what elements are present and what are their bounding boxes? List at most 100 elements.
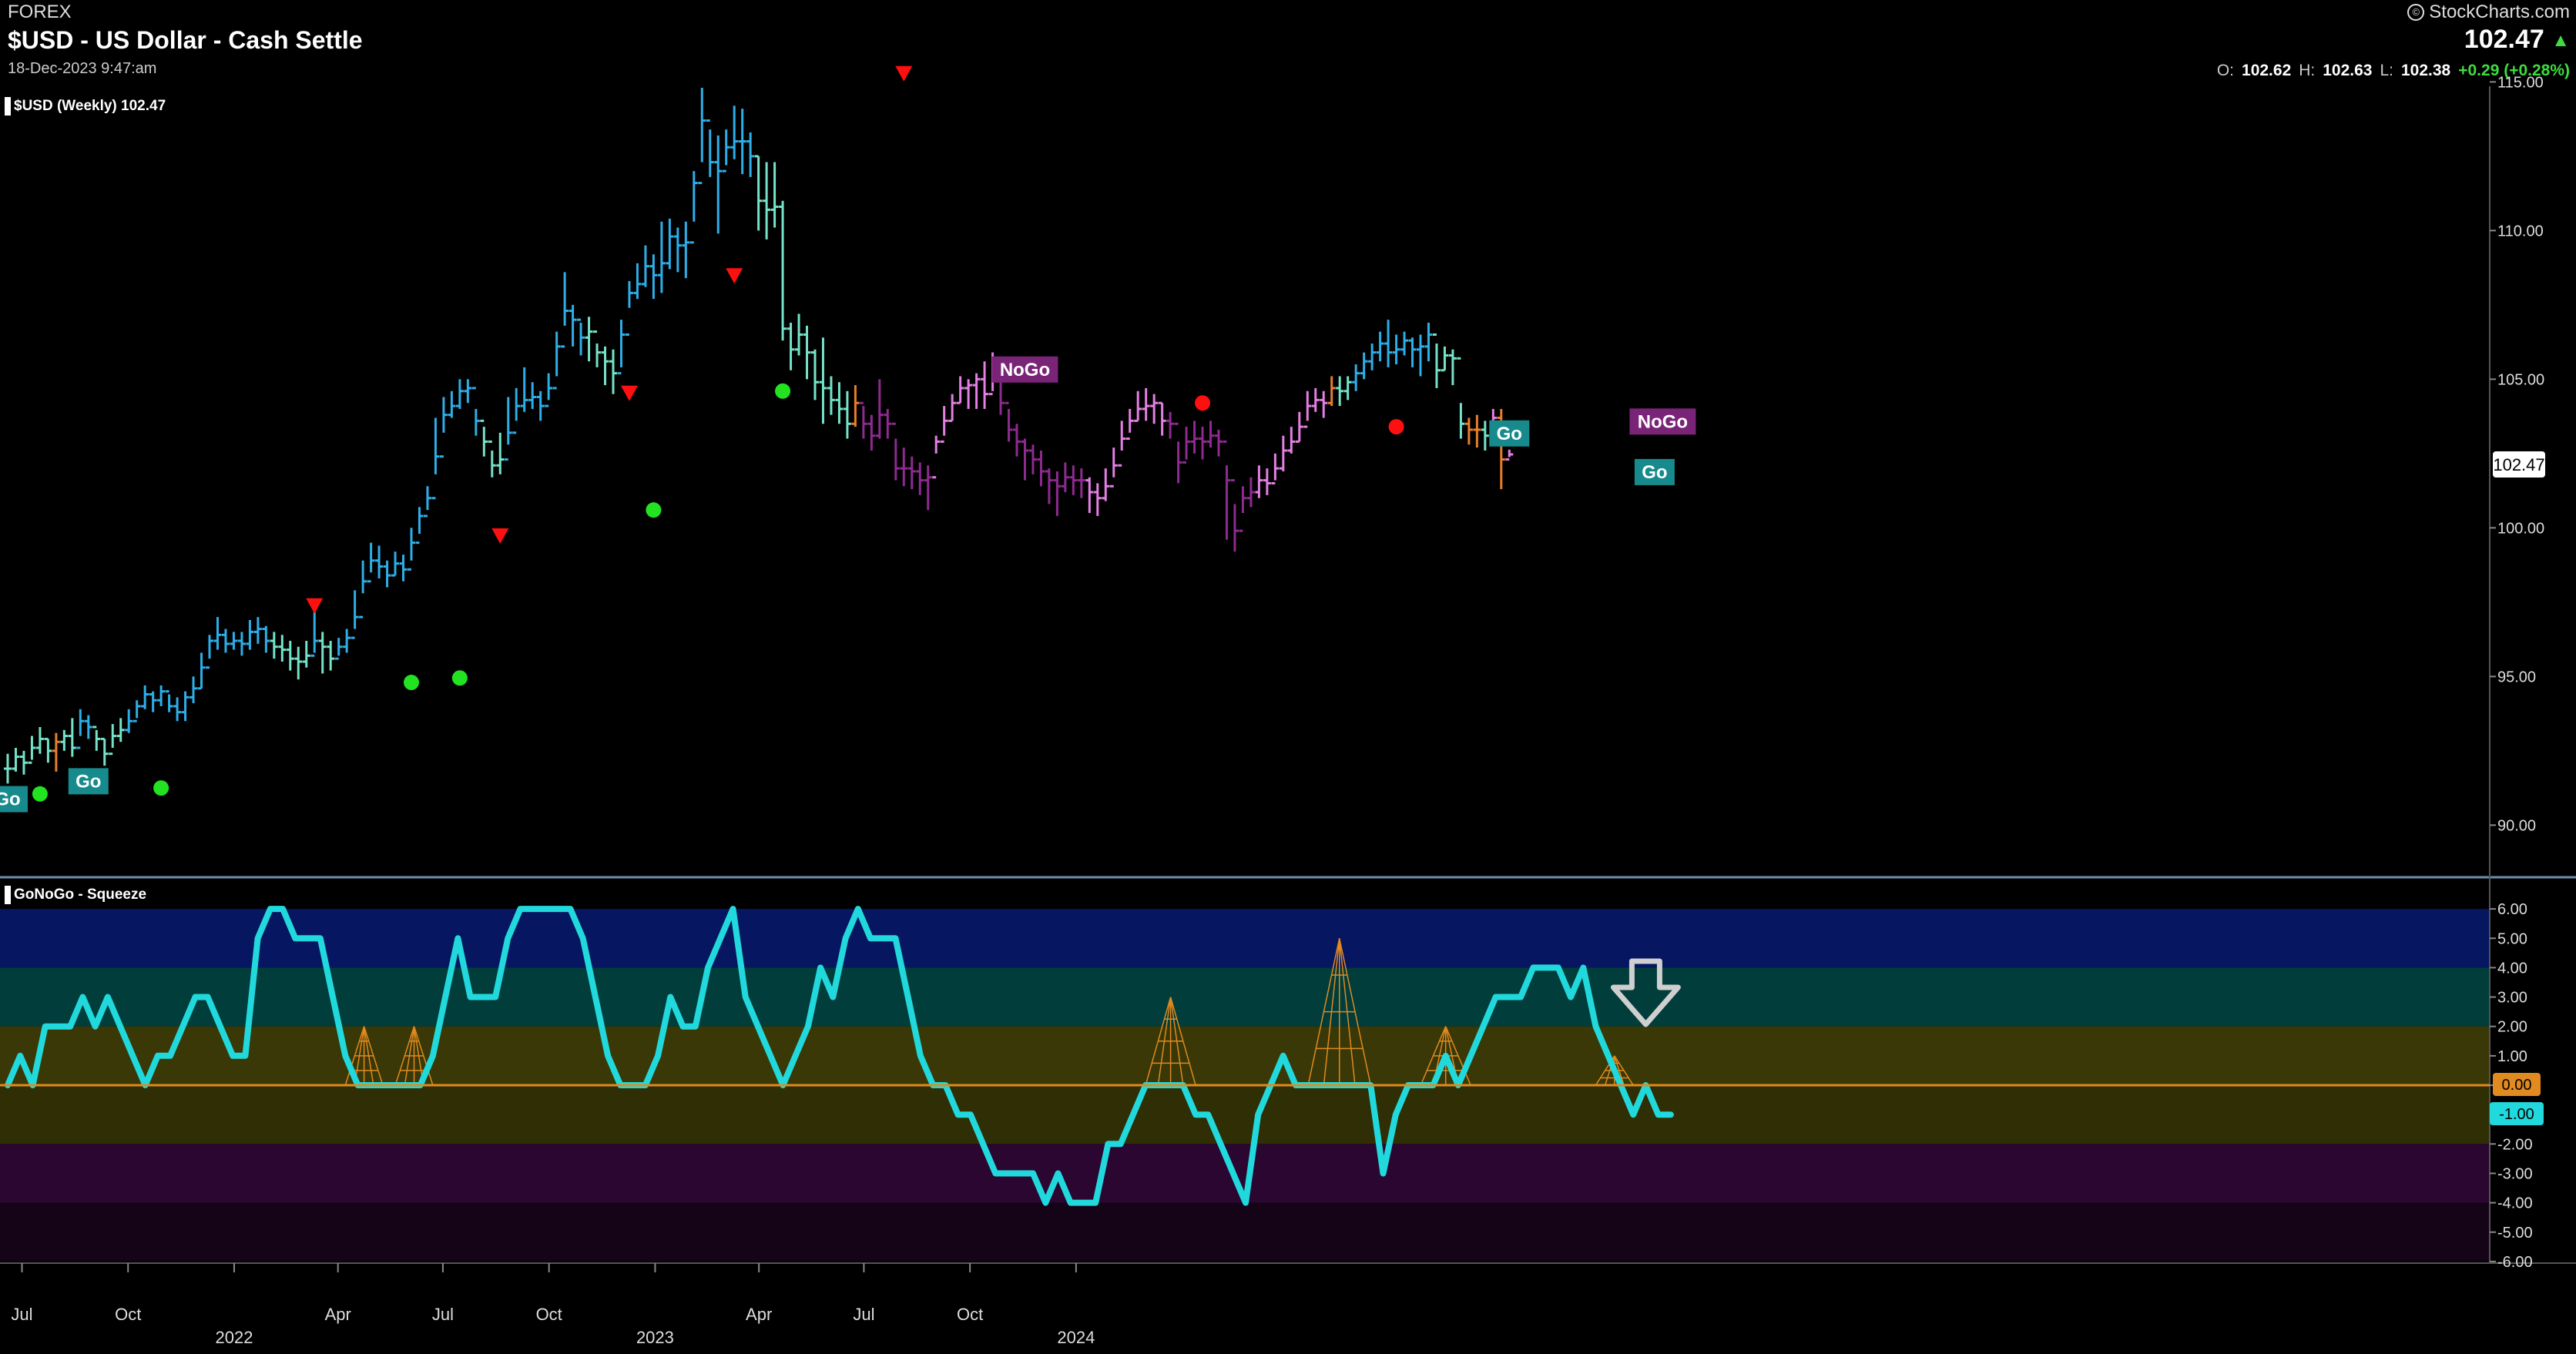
price-bar: [585, 317, 593, 362]
price-bar: [1441, 346, 1449, 372]
price-bar: [1392, 334, 1400, 365]
price-bar: [698, 88, 706, 185]
price-bar: [1295, 411, 1303, 443]
price-bar: [125, 709, 133, 733]
price-tick-label: 90.00: [2497, 817, 2536, 834]
price-bar: [1368, 344, 1377, 370]
price-bar: [625, 280, 633, 336]
price-bar: [1279, 435, 1287, 472]
label-text: Go: [0, 789, 21, 810]
last-price-tag: [2493, 451, 2545, 478]
squeeze-tick-label: -4.00: [2497, 1195, 2533, 1212]
label-box: [1489, 420, 1530, 447]
price-bar: [1215, 429, 1223, 457]
price-bar: [932, 435, 941, 479]
price-bar: [1287, 427, 1296, 454]
price-bar: [464, 379, 472, 404]
brand[interactable]: © StockCharts.com: [2407, 2, 2570, 23]
price-bar: [512, 387, 521, 434]
price-bar: [383, 560, 391, 588]
grid-ray: [363, 1026, 384, 1086]
price-bar: [1021, 438, 1029, 481]
grid-ray: [1323, 938, 1340, 1086]
nogo-triangle: [726, 268, 743, 284]
price-bar: [1142, 387, 1150, 421]
go-label: Go: [1634, 458, 1675, 485]
price-bar: [851, 385, 860, 427]
grid-ray: [1445, 1026, 1471, 1086]
squeeze-tick-label: 2.00: [2497, 1019, 2527, 1036]
price-bar: [157, 685, 166, 706]
price-bar: [859, 401, 867, 439]
price-bar: [1505, 449, 1514, 461]
price-bar: [1473, 414, 1481, 448]
exchange-label: FOREX: [8, 2, 72, 22]
price-bar: [811, 349, 819, 401]
price-tick-label: 100.00: [2497, 520, 2544, 537]
price-bar: [924, 465, 932, 511]
grid-ray: [1338, 938, 1356, 1086]
price-bar: [1376, 331, 1384, 362]
price-bar: [92, 726, 101, 751]
label-box: [1629, 408, 1696, 435]
price-bar: [455, 379, 464, 409]
price-bar: [569, 304, 577, 347]
go-dot: [451, 670, 468, 686]
price-bar: [141, 685, 149, 709]
squeeze-tick-label: 6.00: [2497, 901, 2527, 918]
label-text: Go: [75, 771, 101, 792]
price-bar: [1199, 427, 1207, 460]
price-bar: [270, 632, 278, 659]
squeeze-bands: [0, 909, 2490, 1262]
price-bar: [1448, 349, 1457, 386]
price-bar: [237, 632, 246, 656]
price-bar: [52, 732, 60, 772]
grid-ray: [1614, 1055, 1625, 1086]
squeeze-legend: GoNoGo - Squeeze: [14, 886, 146, 903]
go-dot: [646, 502, 662, 518]
price-bar: [1118, 421, 1126, 467]
price-tick-label: 110.00: [2497, 223, 2544, 240]
price-bar: [1158, 401, 1166, 436]
go-dot: [153, 780, 169, 796]
price-bar: [132, 700, 141, 722]
price-bar: [35, 726, 44, 754]
price-bar: [1424, 323, 1433, 362]
x-tick-label: 2023: [636, 1328, 674, 1347]
price-bar: [1028, 444, 1037, 474]
price-bar: [706, 119, 714, 177]
price-bar: [375, 545, 384, 578]
price-bar: [1481, 421, 1489, 451]
price-bar: [1263, 468, 1271, 495]
nogo-triangle: [306, 598, 324, 614]
price-bar: [1352, 364, 1360, 391]
price-bar: [1013, 424, 1021, 457]
price-bar: [19, 750, 28, 775]
price-bar: [1320, 390, 1328, 418]
price-bar: [1061, 462, 1069, 493]
label-text: Go: [1497, 424, 1522, 444]
label-box: [1634, 458, 1675, 485]
up-triangle-icon: ▲: [2551, 30, 2570, 52]
price-bar: [44, 737, 52, 763]
nogo-triangle: [895, 65, 913, 82]
price-bar: [496, 432, 505, 474]
price-bar: [1037, 450, 1045, 487]
price-bar: [1053, 471, 1062, 516]
price-bar: [536, 390, 545, 421]
price-panel-bg: [0, 86, 2488, 876]
open-value: 102.62: [2242, 62, 2292, 79]
price-bar: [1400, 331, 1409, 356]
low-value: 102.38: [2401, 62, 2451, 79]
go-dot: [404, 675, 419, 691]
squeeze-tick-label: 5.00: [2497, 930, 2527, 947]
grid-ray: [344, 1026, 365, 1086]
price-bar: [181, 691, 190, 722]
price-bar: [278, 635, 287, 662]
price-bar: [1271, 453, 1280, 484]
squeeze-tick-label: -6.00: [2497, 1254, 2533, 1271]
price-bar: [1303, 390, 1312, 428]
price-bar: [577, 318, 585, 356]
ohlc-readout: O: 102.62 H: 102.63 L: 102.38 +0.29 (+0.28%…: [2217, 62, 2570, 80]
